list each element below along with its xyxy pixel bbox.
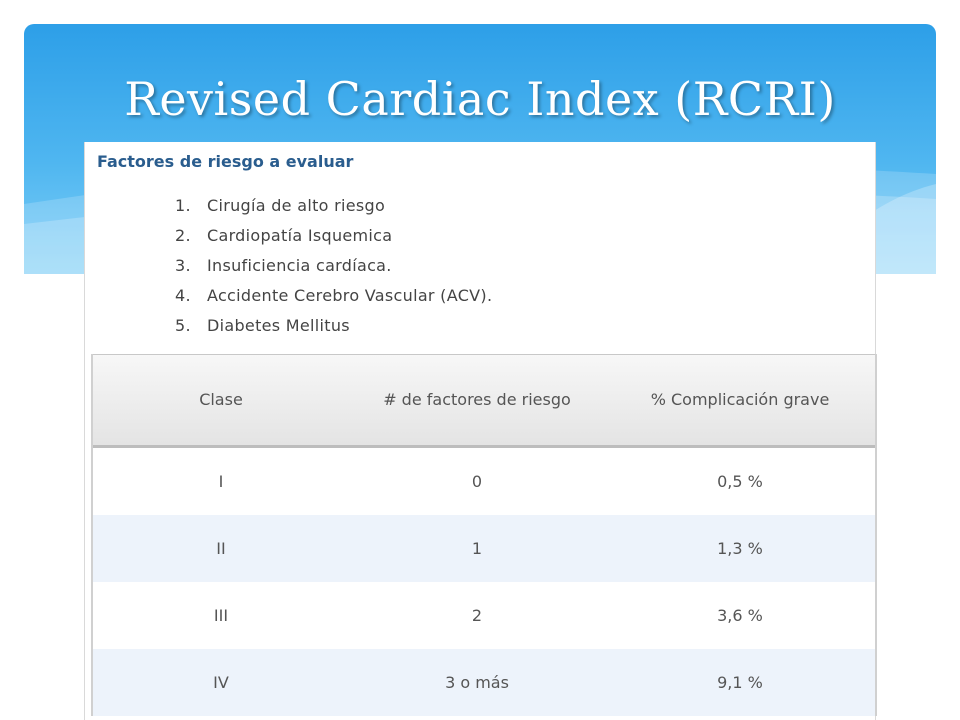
cell-factores: 1 [471,539,483,558]
list-item: 5. Diabetes Mellitus [175,316,350,335]
table-header: Clase # de factores de riesgo % Complica… [93,354,875,448]
cell-factores: 0 [471,472,483,491]
cell-clase: I [218,472,224,491]
table-row: III 2 3,6 % [93,582,875,649]
list-item: 4. Accidente Cerebro Vascular (ACV). [175,286,493,305]
header-clase: Clase [199,390,243,409]
cell-factores: 3 o más [445,673,509,692]
header-factores: # de factores de riesgo [383,390,571,409]
cell-factores: 2 [471,606,483,625]
list-item: 3. Insuficiencia cardíaca. [175,256,392,275]
cell-complicacion: 9,1 % [717,673,763,692]
header-complicacion: % Complicación grave [650,390,830,409]
cell-clase: IV [213,673,229,692]
table-row: II 1 1,3 % [93,515,875,582]
table-row: IV 3 o más 9,1 % [93,649,875,716]
cell-clase: III [213,606,229,625]
content-panel: Factores de riesgo a evaluar 1. Cirugía d… [84,142,877,720]
cell-complicacion: 3,6 % [717,606,763,625]
table-row: I 0 0,5 % [93,448,875,515]
cell-complicacion: 0,5 % [717,472,763,491]
list-item: 2. Cardiopatía Isquemica [175,226,393,245]
list-item: 1. Cirugía de alto riesgo [175,196,386,215]
cell-complicacion: 1,3 % [717,539,763,558]
slide-title: Revised Cardiac Index (RCRI) [124,72,836,126]
risk-factors-list: 1. Cirugía de alto riesgo 2. Cardiopatía I… [175,191,492,341]
cell-clase: II [216,539,226,558]
rcri-table: Clase # de factores de riesgo % Complica… [91,354,877,716]
risk-factors-heading: Factores de riesgo a evaluar [97,152,354,171]
